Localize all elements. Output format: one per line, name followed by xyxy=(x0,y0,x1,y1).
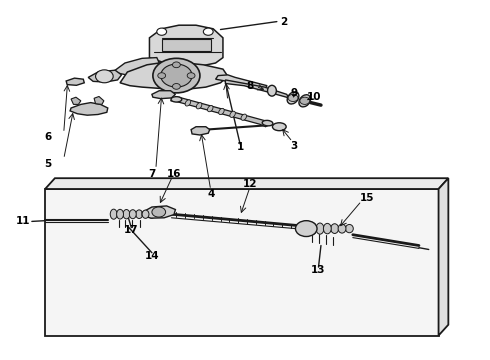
Ellipse shape xyxy=(219,108,224,114)
Ellipse shape xyxy=(142,210,149,218)
Ellipse shape xyxy=(301,222,309,235)
Polygon shape xyxy=(439,178,448,336)
Ellipse shape xyxy=(262,120,273,126)
Circle shape xyxy=(161,64,192,87)
Ellipse shape xyxy=(309,222,317,235)
Circle shape xyxy=(158,73,166,78)
Circle shape xyxy=(187,73,195,78)
Ellipse shape xyxy=(129,210,136,219)
Polygon shape xyxy=(94,96,104,104)
Polygon shape xyxy=(149,25,223,66)
Polygon shape xyxy=(216,75,267,89)
Polygon shape xyxy=(66,78,84,85)
Ellipse shape xyxy=(207,105,213,112)
Ellipse shape xyxy=(110,209,117,219)
Text: 6: 6 xyxy=(45,132,51,142)
Polygon shape xyxy=(152,91,175,99)
Text: 10: 10 xyxy=(306,92,321,102)
Ellipse shape xyxy=(316,223,324,234)
Polygon shape xyxy=(191,127,210,135)
Text: 9: 9 xyxy=(291,88,297,98)
Polygon shape xyxy=(162,39,211,51)
Circle shape xyxy=(295,221,317,237)
Text: 1: 1 xyxy=(237,142,244,152)
Polygon shape xyxy=(70,103,108,115)
Ellipse shape xyxy=(331,224,339,233)
Circle shape xyxy=(172,62,180,68)
Circle shape xyxy=(203,28,213,35)
Ellipse shape xyxy=(185,100,191,106)
Ellipse shape xyxy=(136,210,143,219)
Polygon shape xyxy=(45,189,439,336)
Polygon shape xyxy=(142,206,175,218)
Polygon shape xyxy=(120,62,228,89)
Polygon shape xyxy=(113,58,159,75)
Text: 3: 3 xyxy=(291,141,297,151)
Text: 14: 14 xyxy=(145,251,159,261)
Ellipse shape xyxy=(299,95,311,107)
Ellipse shape xyxy=(241,114,246,120)
Ellipse shape xyxy=(287,92,299,104)
Polygon shape xyxy=(71,97,81,104)
Ellipse shape xyxy=(148,210,155,218)
Circle shape xyxy=(172,84,180,89)
Ellipse shape xyxy=(338,224,346,233)
Ellipse shape xyxy=(323,223,331,234)
Ellipse shape xyxy=(117,209,123,219)
Text: 5: 5 xyxy=(45,159,51,169)
Ellipse shape xyxy=(268,85,276,96)
Text: 7: 7 xyxy=(148,168,156,179)
Text: 12: 12 xyxy=(243,179,257,189)
Circle shape xyxy=(157,28,167,35)
Text: 4: 4 xyxy=(207,189,215,199)
Polygon shape xyxy=(88,70,122,82)
Ellipse shape xyxy=(171,97,182,102)
Text: 8: 8 xyxy=(246,81,253,91)
Text: 16: 16 xyxy=(167,168,181,179)
Polygon shape xyxy=(45,178,448,189)
Ellipse shape xyxy=(196,103,202,109)
Text: 17: 17 xyxy=(124,225,139,235)
Polygon shape xyxy=(225,80,289,98)
Ellipse shape xyxy=(123,210,130,219)
Circle shape xyxy=(153,58,200,93)
Text: 13: 13 xyxy=(311,265,326,275)
Text: 2: 2 xyxy=(281,17,288,27)
Text: 15: 15 xyxy=(360,193,375,203)
Circle shape xyxy=(152,207,166,217)
Circle shape xyxy=(96,70,113,83)
Circle shape xyxy=(288,94,298,102)
Circle shape xyxy=(300,97,310,104)
Ellipse shape xyxy=(345,225,353,233)
Polygon shape xyxy=(171,97,270,127)
Ellipse shape xyxy=(272,123,286,131)
Ellipse shape xyxy=(230,111,235,117)
Text: 11: 11 xyxy=(16,216,31,226)
